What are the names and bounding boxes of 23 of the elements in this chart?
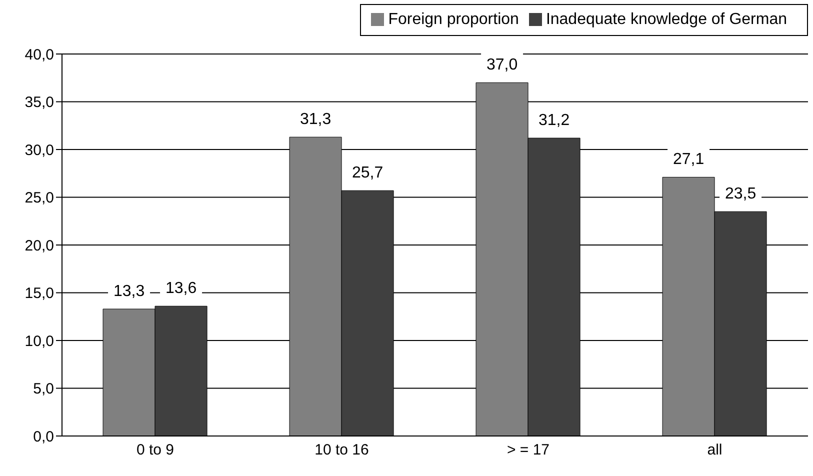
data-label: 31,2 <box>538 112 570 130</box>
legend-label: Foreign proportion <box>388 11 519 28</box>
data-label: 13,6 <box>165 280 197 298</box>
y-tick-label: 15,0 <box>24 285 54 302</box>
y-tick-label: 0,0 <box>33 428 54 446</box>
y-tick-label: 10,0 <box>24 332 54 350</box>
y-tick-label: 5,0 <box>33 380 54 398</box>
y-tick-label: 25,0 <box>24 190 54 207</box>
x-tick-label: 0 to 9 <box>136 442 174 459</box>
data-label: 23,5 <box>724 186 756 203</box>
data-label: 31,3 <box>300 111 332 128</box>
y-tick-label: 40,0 <box>24 46 54 64</box>
y-tick-label: 20,0 <box>24 237 54 254</box>
legend-label: Inadequate knowledge of German <box>546 11 787 28</box>
x-tick-label: all <box>707 442 722 459</box>
data-label: 37,0 <box>486 56 518 74</box>
x-tick-label: > = 17 <box>506 442 550 459</box>
x-tick-label: 10 to 16 <box>314 442 369 459</box>
data-label: 25,7 <box>352 164 384 182</box>
data-label: 13,3 <box>113 282 145 300</box>
y-tick-label: 30,0 <box>24 142 54 159</box>
data-label: 27,1 <box>672 151 704 168</box>
y-tick-label: 35,0 <box>24 94 54 112</box>
